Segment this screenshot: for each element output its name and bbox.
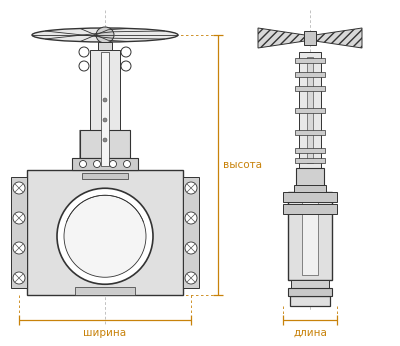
Bar xyxy=(82,173,128,179)
Bar xyxy=(283,204,337,214)
Bar xyxy=(72,158,138,170)
Bar xyxy=(80,130,130,158)
Circle shape xyxy=(64,195,146,277)
Bar xyxy=(307,57,313,163)
Polygon shape xyxy=(80,130,90,168)
Bar xyxy=(304,31,316,45)
Circle shape xyxy=(13,272,25,284)
Circle shape xyxy=(185,212,197,224)
Bar xyxy=(291,280,329,290)
Circle shape xyxy=(121,61,131,71)
Circle shape xyxy=(79,47,89,57)
Ellipse shape xyxy=(96,27,114,43)
Circle shape xyxy=(13,182,25,194)
Ellipse shape xyxy=(32,28,178,42)
Circle shape xyxy=(124,161,130,167)
Circle shape xyxy=(121,47,131,57)
Bar xyxy=(295,72,325,77)
Polygon shape xyxy=(120,130,130,168)
Circle shape xyxy=(103,138,107,142)
Circle shape xyxy=(110,161,116,167)
Bar xyxy=(283,192,337,202)
Circle shape xyxy=(103,98,107,102)
Bar xyxy=(295,108,325,113)
Bar xyxy=(295,58,325,63)
Circle shape xyxy=(185,272,197,284)
Bar xyxy=(295,130,325,135)
Circle shape xyxy=(94,161,100,167)
Circle shape xyxy=(80,161,86,167)
Bar xyxy=(290,296,330,306)
Polygon shape xyxy=(258,28,305,48)
Circle shape xyxy=(57,188,153,284)
Bar xyxy=(11,177,27,288)
Bar xyxy=(90,50,120,168)
Bar xyxy=(294,185,326,193)
Bar xyxy=(101,52,109,166)
Text: длина: длина xyxy=(293,328,327,338)
Polygon shape xyxy=(315,28,362,48)
Circle shape xyxy=(185,182,197,194)
Circle shape xyxy=(185,242,197,254)
Circle shape xyxy=(13,212,25,224)
Text: ширина: ширина xyxy=(84,328,126,338)
Bar xyxy=(98,42,112,50)
Bar xyxy=(296,168,324,188)
Bar xyxy=(295,158,325,163)
Circle shape xyxy=(103,118,107,122)
Bar xyxy=(295,148,325,153)
Bar xyxy=(295,86,325,91)
Circle shape xyxy=(13,242,25,254)
Bar xyxy=(75,287,135,295)
Bar xyxy=(288,288,332,296)
Bar xyxy=(299,52,321,168)
Bar xyxy=(183,177,199,288)
Text: высота: высота xyxy=(223,160,262,170)
Bar xyxy=(302,197,318,275)
Bar xyxy=(288,192,332,280)
Bar xyxy=(27,170,183,295)
Circle shape xyxy=(79,61,89,71)
